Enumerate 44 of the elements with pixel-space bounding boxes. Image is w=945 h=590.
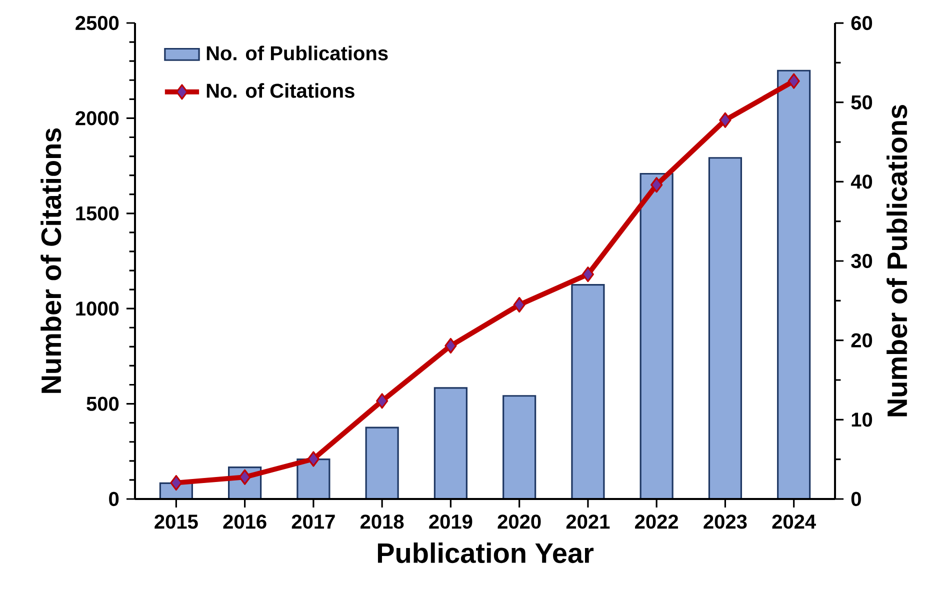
point — [170, 475, 182, 491]
point — [788, 73, 800, 89]
x-tick-label: 2024 — [772, 514, 816, 529]
y-tick-label: 2000 — [76, 111, 119, 126]
bar — [502, 395, 536, 499]
x-tick-label: 2019 — [429, 514, 472, 529]
y-tick-label: 1500 — [76, 206, 119, 220]
y-axis-title: Number of Citations — [40, 128, 62, 393]
bar — [434, 387, 468, 499]
y-tick-label: 500 — [86, 396, 119, 411]
point — [444, 338, 457, 354]
legend-label: No. of Citations — [206, 83, 354, 98]
y2-tick-label: 40 — [850, 174, 872, 189]
bar — [777, 70, 811, 499]
point — [650, 177, 663, 193]
y2-tick-label: 20 — [851, 333, 872, 348]
y-tick-label: 2500 — [76, 16, 119, 30]
y2-tick-label: 0 — [851, 492, 861, 506]
y2-axis-title: Number of Publications — [886, 105, 908, 416]
bar — [571, 284, 605, 499]
x-tick-label: 2016 — [223, 514, 266, 529]
x-tick-label: 2020 — [498, 514, 541, 529]
x-axis-title: Publication Year — [378, 542, 594, 564]
bar — [365, 426, 399, 499]
bar — [640, 172, 674, 499]
y-tick-label: 0 — [109, 492, 119, 506]
y2-tick-label: 10 — [852, 412, 872, 427]
point — [582, 266, 594, 282]
x-tick-label: 2017 — [292, 514, 335, 529]
x-tick-label: 2021 — [566, 514, 610, 529]
point — [513, 296, 526, 313]
x-tick-label: 2022 — [635, 514, 678, 529]
x-tick-label: 2015 — [154, 514, 198, 529]
y-tick-label: 1000 — [76, 302, 119, 316]
point — [307, 451, 320, 467]
y2-tick-label: 30 — [851, 254, 872, 268]
legend-label: No. of Publications — [206, 46, 388, 60]
y2-tick-label: 50 — [851, 95, 872, 110]
x-tick-label: 2018 — [360, 514, 404, 529]
y2-tick-label: 60 — [851, 16, 872, 30]
point — [376, 393, 388, 409]
bar — [708, 157, 742, 499]
point — [719, 112, 732, 128]
x-tick-label: 2023 — [704, 514, 747, 529]
